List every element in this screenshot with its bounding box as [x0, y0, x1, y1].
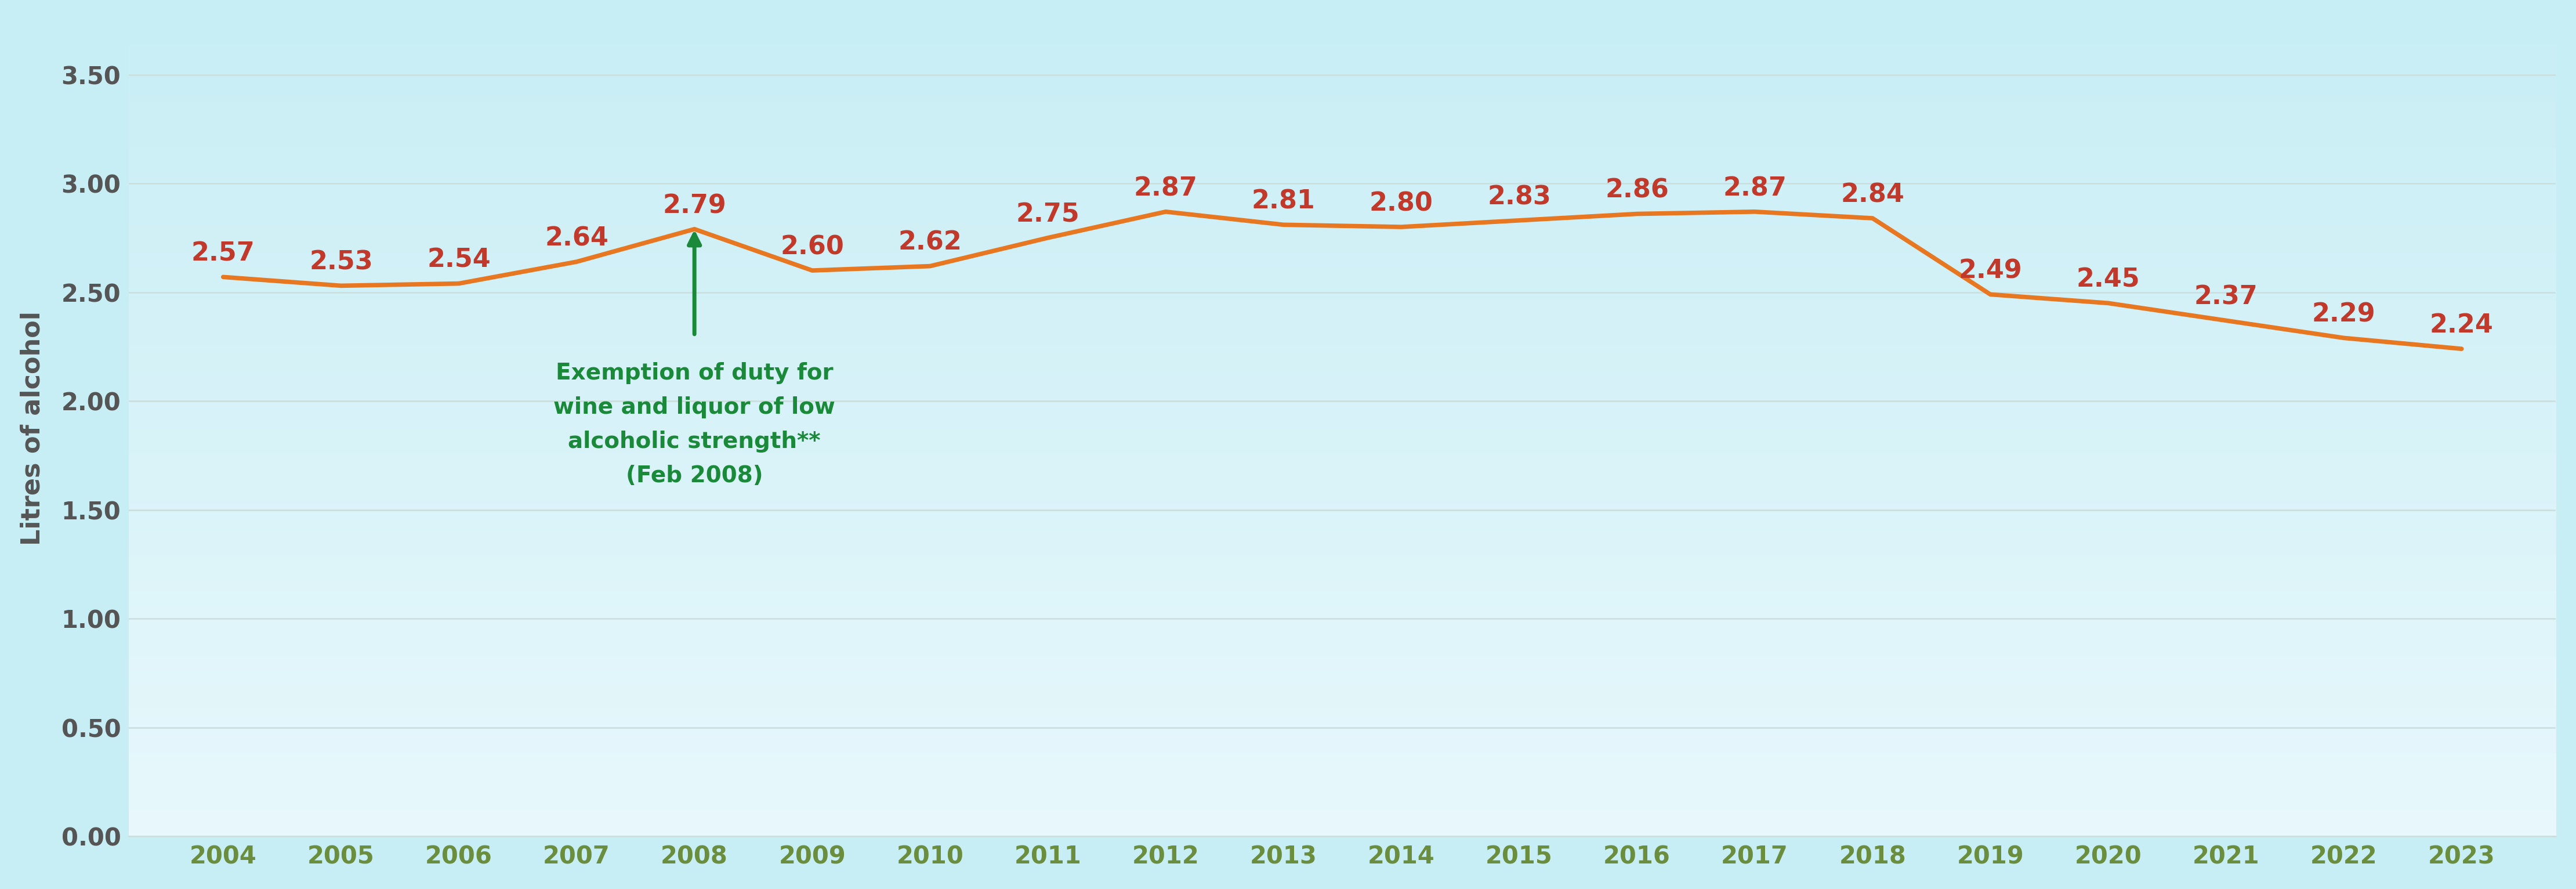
Text: 2.80: 2.80: [1370, 191, 1432, 216]
Text: 2.86: 2.86: [1605, 178, 1669, 203]
Text: 2.79: 2.79: [662, 193, 726, 218]
Text: 2.24: 2.24: [2429, 313, 2494, 338]
Text: 2.64: 2.64: [544, 226, 608, 251]
Text: 2.60: 2.60: [781, 235, 845, 260]
Text: 2.53: 2.53: [309, 250, 374, 275]
Text: 2.81: 2.81: [1252, 189, 1316, 214]
Text: 2.37: 2.37: [2195, 284, 2257, 309]
Text: 2.62: 2.62: [899, 230, 961, 255]
Text: Exemption of duty for
wine and liquor of low
alcoholic strength**
(Feb 2008): Exemption of duty for wine and liquor of…: [554, 362, 835, 486]
Text: 2.87: 2.87: [1723, 176, 1788, 201]
Text: 2.29: 2.29: [2313, 302, 2375, 327]
Y-axis label: Litres of alcohol: Litres of alcohol: [21, 311, 46, 546]
Text: 2.45: 2.45: [2076, 268, 2141, 292]
Text: 2.84: 2.84: [1842, 182, 1904, 207]
Text: 2.49: 2.49: [1958, 259, 2022, 284]
Text: 2.83: 2.83: [1486, 185, 1551, 210]
Text: 2.87: 2.87: [1133, 176, 1198, 201]
Text: 2.75: 2.75: [1015, 202, 1079, 227]
Text: 2.54: 2.54: [428, 248, 489, 273]
Text: 2.57: 2.57: [191, 241, 255, 266]
